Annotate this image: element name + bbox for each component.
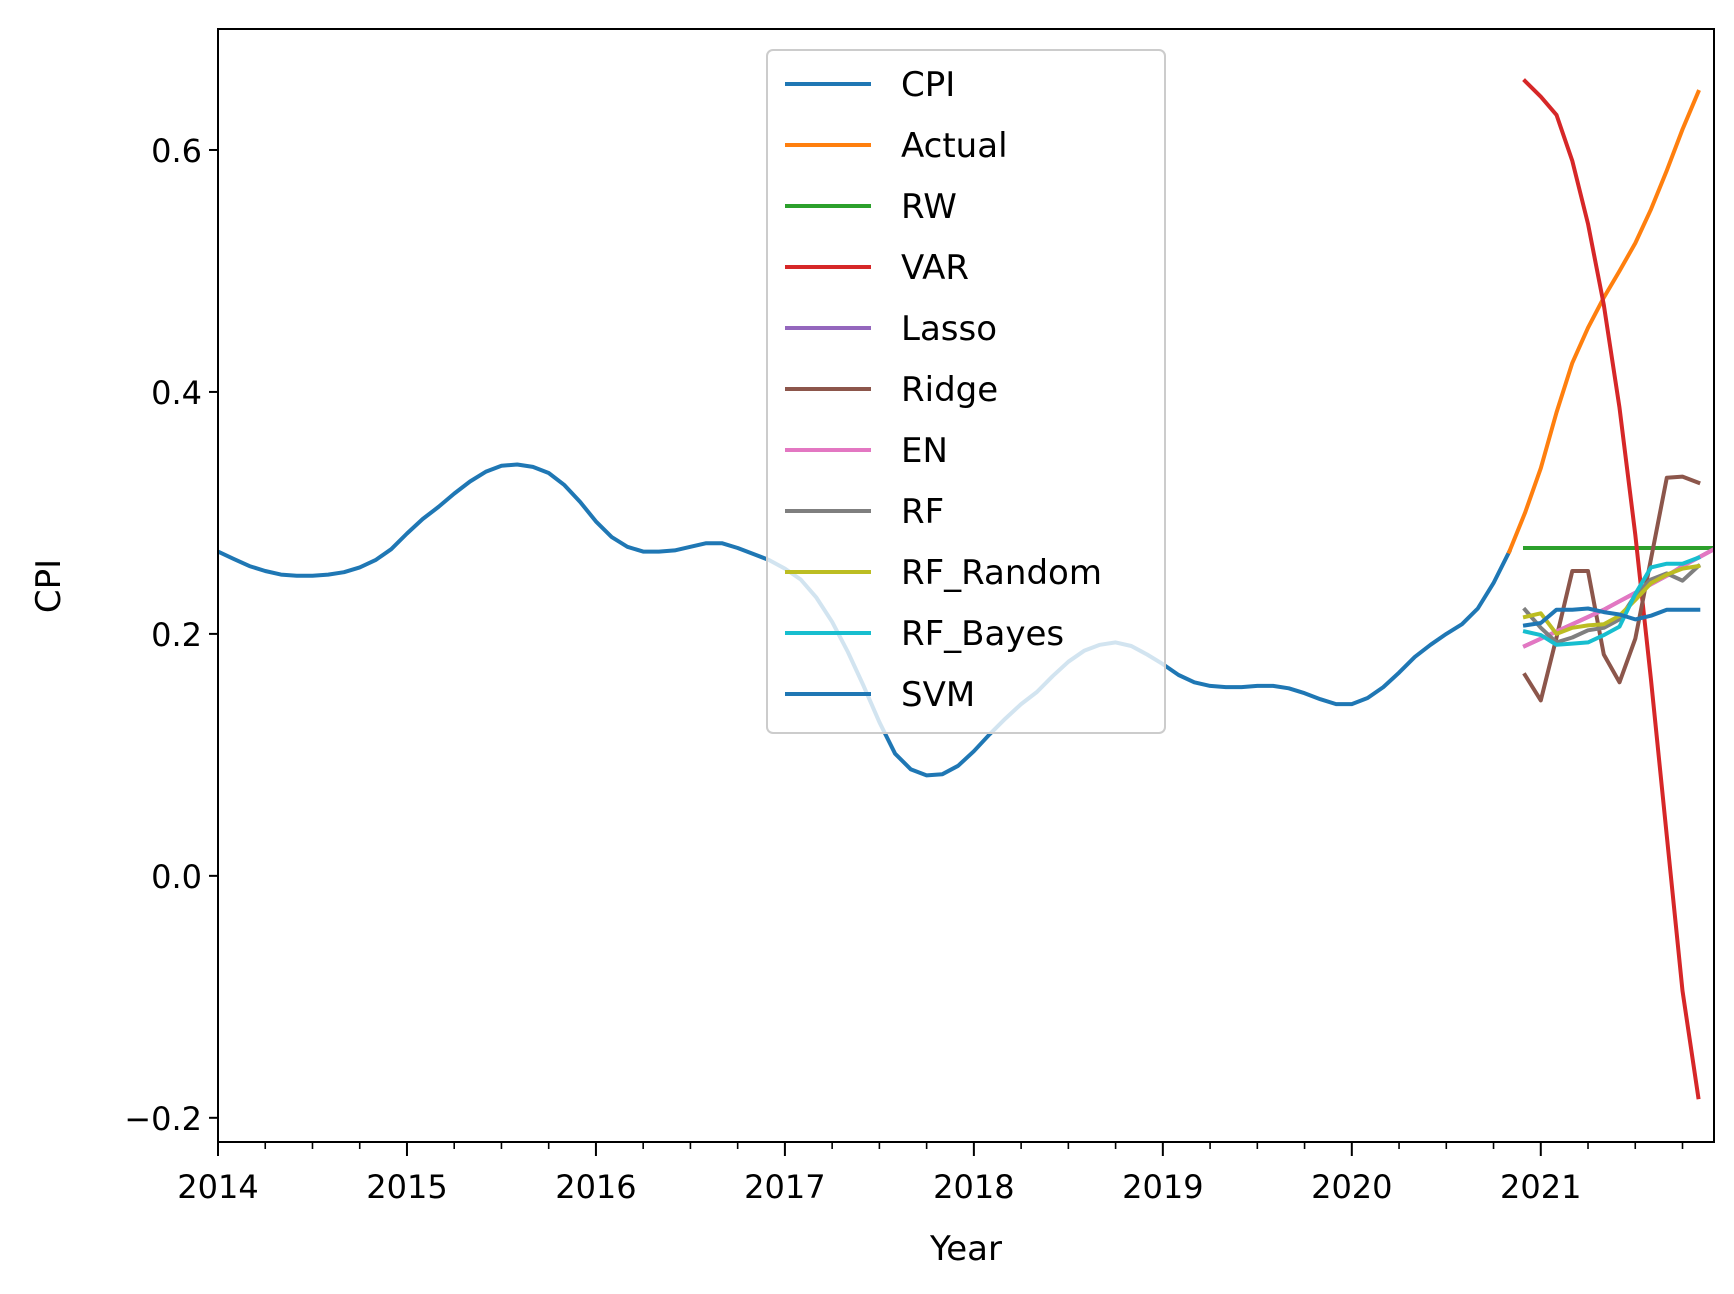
axes: −0.2 0.0 0.2 0.4 0.6 2014 2015 2016 2017 2018 2019… xyxy=(124,132,1684,1206)
legend-label: Lasso xyxy=(901,309,997,349)
legend-label: SVM xyxy=(901,675,975,715)
x-tick-label: 2014 xyxy=(177,1168,258,1206)
x-tick-label: 2021 xyxy=(1500,1168,1581,1206)
legend-label: RW xyxy=(901,187,957,227)
series-line-rf-random xyxy=(1522,563,1701,636)
series-line-svm xyxy=(1522,606,1701,628)
y-tick-label: 0.4 xyxy=(151,374,202,412)
legend-label: Actual xyxy=(901,126,1008,166)
y-tick-label: −0.2 xyxy=(124,1100,202,1138)
x-tick-label: 2018 xyxy=(933,1168,1014,1206)
x-tick-label: 2015 xyxy=(366,1168,447,1206)
x-tick-label: 2020 xyxy=(1311,1168,1392,1206)
legend-label: CPI xyxy=(901,65,955,105)
legend-label: VAR xyxy=(901,248,969,288)
legend-label: RF xyxy=(901,492,944,532)
legend: CPI Actual RW VAR Lasso Ridge EN RF RF_Random RF_… xyxy=(766,49,1166,734)
x-axis-label: Year xyxy=(929,1229,1002,1269)
series-line-var xyxy=(1522,78,1701,1100)
legend-label: Ridge xyxy=(901,370,998,410)
series-layer xyxy=(218,78,1714,1100)
legend-box xyxy=(766,49,1166,734)
legend-label: EN xyxy=(901,431,948,471)
x-tick-label: 2016 xyxy=(555,1168,636,1206)
y-tick-label: 0.6 xyxy=(151,132,202,170)
legend-label: RF_Bayes xyxy=(901,614,1064,654)
legend-label: RF_Random xyxy=(901,553,1102,593)
y-axis-label: CPI xyxy=(29,559,69,613)
y-tick-label: 0.0 xyxy=(151,858,202,896)
plot-frame xyxy=(217,28,1715,1143)
y-tick-label: 0.2 xyxy=(151,616,202,654)
series-line-rf-bayes xyxy=(1522,555,1701,647)
x-tick-label: 2017 xyxy=(744,1168,825,1206)
series-line-ridge xyxy=(1522,474,1701,703)
x-tick-label: 2019 xyxy=(1122,1168,1203,1206)
